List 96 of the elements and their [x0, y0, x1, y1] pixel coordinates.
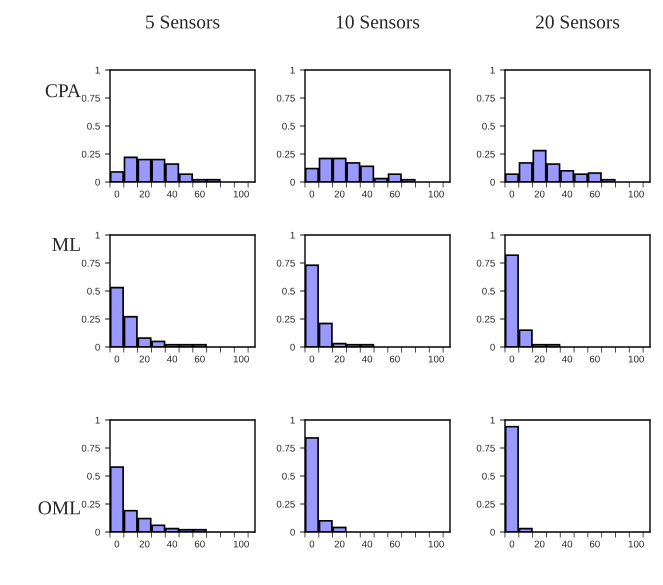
y-tick-label: 0.25 [476, 150, 495, 158]
y-tick-label: 1 [290, 416, 295, 424]
x-tick-label: 100 [628, 190, 644, 198]
y-tick-label: 0.75 [82, 94, 100, 102]
y-tick-label: 0.25 [82, 316, 100, 323]
x-tick-label: 60 [390, 540, 400, 548]
x-tick-label: 60 [194, 540, 205, 548]
x-tick-label: 0 [310, 356, 314, 362]
x-tick-label: 0 [510, 356, 514, 362]
x-tick-label: 0 [310, 540, 314, 548]
chart-title: 20 Sensors [536, 15, 620, 29]
x-tick-label: 60 [590, 540, 600, 548]
x-tick-label: 20 [534, 540, 545, 548]
x-tick-label: 100 [628, 540, 644, 548]
y-tick-label: 1 [290, 232, 295, 239]
y-tick-label: 0 [95, 178, 100, 186]
x-tick-label: 60 [590, 356, 600, 362]
x-tick-label: 40 [166, 190, 178, 198]
y-axis-title: CPA [46, 84, 81, 98]
y-tick-label: 0.5 [282, 288, 295, 295]
x-tick-label: 0 [310, 190, 314, 198]
y-tick-label: 1 [96, 416, 100, 424]
y-tick-label: 0.25 [82, 500, 100, 508]
x-tick-label: 0 [114, 540, 120, 548]
y-tick-label: 0.25 [276, 150, 295, 158]
y-tick-label: 0 [290, 344, 295, 351]
y-tick-label: 0.75 [476, 260, 495, 267]
y-tick-label: 1 [490, 232, 495, 239]
y-tick-label: 1 [490, 416, 495, 424]
y-tick-label: 0.5 [482, 122, 495, 130]
y-tick-label: 0 [290, 528, 295, 536]
x-tick-label: 100 [428, 190, 444, 198]
x-tick-label: 0 [510, 540, 514, 548]
x-tick-label: 40 [166, 356, 178, 362]
y-tick-label: 0.75 [82, 444, 100, 452]
x-tick-label: 40 [362, 356, 372, 362]
x-tick-label: 100 [628, 356, 644, 362]
y-tick-label: 0 [95, 528, 100, 536]
y-tick-label: 0.5 [87, 288, 100, 295]
y-tick-label: 0.75 [476, 444, 495, 452]
x-tick-label: 40 [562, 356, 572, 362]
y-tick-label: 0.5 [282, 122, 295, 130]
x-tick-label: 100 [428, 356, 444, 362]
chart-title: 5 Sensors [146, 15, 220, 29]
x-tick-label: 60 [390, 190, 400, 198]
y-axis-title: ML [52, 238, 80, 251]
x-tick-label: 40 [166, 540, 178, 548]
x-tick-label: 40 [362, 190, 372, 198]
x-tick-label: 20 [334, 356, 345, 362]
y-tick-label: 0.25 [82, 150, 100, 158]
y-tick-label: 0.25 [276, 500, 295, 508]
y-tick-label: 0.25 [276, 316, 295, 323]
y-tick-label: 1 [96, 232, 100, 239]
x-tick-label: 20 [534, 190, 545, 198]
y-tick-label: 0 [95, 344, 100, 351]
y-axis-title: OML [38, 501, 80, 514]
x-tick-label: 20 [140, 540, 150, 548]
x-tick-label: 40 [562, 540, 572, 548]
y-tick-label: 1 [490, 66, 495, 74]
x-tick-label: 20 [140, 190, 150, 198]
y-tick-label: 0.5 [482, 288, 495, 295]
y-tick-label: 0 [490, 528, 495, 536]
y-tick-label: 0.25 [476, 316, 495, 323]
x-tick-label: 60 [194, 190, 205, 198]
x-tick-label: 0 [114, 190, 120, 198]
y-tick-label: 1 [96, 66, 100, 74]
y-tick-label: 0.75 [476, 94, 495, 102]
x-tick-label: 60 [194, 356, 205, 362]
x-tick-label: 40 [562, 190, 572, 198]
x-tick-label: 0 [114, 356, 120, 362]
y-tick-label: 0.5 [87, 472, 100, 480]
chart-title: 10 Sensors [336, 15, 420, 29]
x-tick-label: 20 [534, 356, 545, 362]
x-tick-label: 100 [234, 540, 249, 548]
y-tick-label: 0 [490, 178, 495, 186]
x-tick-label: 20 [334, 190, 345, 198]
y-tick-label: 0.25 [476, 500, 495, 508]
x-tick-label: 0 [510, 190, 514, 198]
x-tick-label: 100 [234, 356, 249, 362]
y-tick-label: 0.75 [82, 260, 100, 267]
x-tick-label: 100 [428, 540, 444, 548]
y-tick-label: 0.75 [276, 94, 295, 102]
y-tick-label: 0 [290, 178, 295, 186]
y-tick-label: 0 [490, 344, 495, 351]
y-tick-label: 0.5 [282, 472, 295, 480]
y-tick-label: 0.5 [482, 472, 495, 480]
x-tick-label: 40 [362, 540, 372, 548]
y-tick-label: 0.5 [87, 122, 100, 130]
x-tick-label: 60 [390, 356, 400, 362]
y-tick-label: 0.75 [276, 444, 295, 452]
x-tick-label: 60 [590, 190, 600, 198]
y-tick-label: 0.75 [276, 260, 295, 267]
y-tick-label: 1 [290, 66, 295, 74]
x-tick-label: 20 [334, 540, 345, 548]
x-tick-label: 100 [234, 190, 249, 198]
x-tick-label: 20 [140, 356, 150, 362]
